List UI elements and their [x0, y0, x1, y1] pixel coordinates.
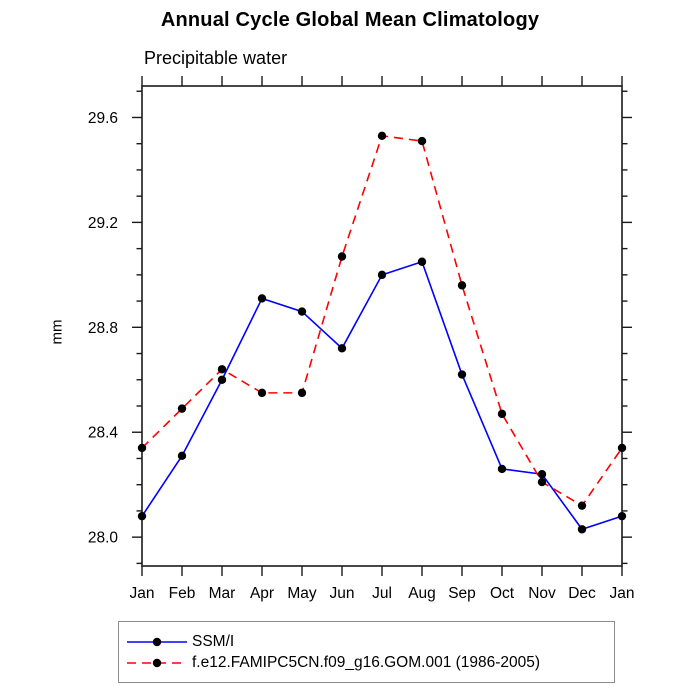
data-point-marker	[497, 464, 507, 474]
data-point-marker	[617, 511, 627, 521]
data-point-marker	[217, 375, 227, 384]
data-point-marker	[417, 136, 427, 146]
x-tick-label: Dec	[568, 585, 596, 602]
data-point-marker	[137, 511, 147, 521]
legend-entry-model: f.e12.FAMIPC5CN.f09_g16.GOM.001 (1986-20…	[126, 653, 614, 671]
legend-label-model: f.e12.FAMIPC5CN.f09_g16.GOM.001 (1986-20…	[192, 653, 541, 671]
x-tick-label: Sep	[448, 585, 476, 602]
x-tick-label: Aug	[408, 585, 436, 602]
data-point-marker	[337, 252, 347, 261]
x-tick-label: Feb	[169, 585, 196, 602]
data-point-marker	[537, 477, 547, 487]
series-line-1	[141, 134, 623, 507]
data-point-marker	[577, 525, 587, 534]
data-point-marker	[257, 388, 267, 398]
x-tick-label: Jul	[372, 585, 392, 602]
y-tick-label: 28.8	[88, 320, 118, 337]
x-tick-label: Mar	[209, 585, 236, 602]
data-point-marker	[137, 443, 147, 453]
legend-line-sample-solid	[127, 637, 187, 646]
legend-entry-ssmi: SSM/I	[126, 632, 614, 650]
data-point-marker	[377, 270, 387, 280]
legend-sample-marker-0	[152, 637, 162, 646]
chart-title: Annual Cycle Global Mean Climatology	[160, 9, 540, 31]
x-tick-label: May	[287, 585, 317, 602]
data-point-marker	[497, 409, 507, 419]
y-tick-label: 29.2	[88, 215, 118, 232]
legend-box: SSM/I f.e12.FAMIPC5CN.f09_g16.GOM.001 (1…	[118, 621, 615, 683]
x-axis-ticks	[141, 76, 623, 576]
data-point-marker	[297, 388, 307, 398]
series-model	[137, 131, 627, 510]
data-point-marker	[617, 443, 627, 453]
data-point-marker	[217, 365, 227, 374]
legend-label-ssmi: SSM/I	[192, 632, 235, 650]
data-point-marker	[177, 404, 187, 413]
data-point-marker	[577, 501, 587, 510]
y-tick-label: 29.6	[88, 110, 118, 127]
plot-frame	[141, 85, 623, 567]
x-tick-label: Apr	[250, 585, 274, 602]
data-point-marker	[537, 469, 547, 479]
data-point-marker	[377, 131, 387, 141]
y-tick-label: 28.0	[88, 530, 119, 547]
x-axis-tick-labels: Jan Feb Mar Apr May Jun Jul Aug Sep Oct Nov Dec Jan	[130, 585, 635, 602]
x-tick-label: Jun	[330, 585, 355, 602]
series-ssmi	[137, 257, 627, 534]
legend-sample-marker-1	[152, 658, 162, 667]
data-point-marker	[297, 307, 307, 316]
x-tick-label: Oct	[490, 585, 515, 602]
data-point-marker	[417, 257, 427, 266]
x-tick-label: Nov	[528, 585, 556, 602]
data-point-marker	[457, 370, 467, 379]
chart-subtitle: Precipitable water	[144, 48, 288, 68]
data-point-marker	[337, 344, 347, 353]
y-axis-tick-labels: 28.0 28.4 28.8 29.2 29.6	[88, 110, 119, 547]
series-line-0	[141, 260, 623, 531]
x-tick-label: Jan	[610, 585, 635, 602]
legend-line-sample-dashed	[127, 658, 187, 667]
y-tick-label: 28.4	[88, 425, 119, 442]
y-axis-ticks	[132, 90, 632, 565]
data-point-marker	[457, 281, 467, 290]
x-tick-label: Jan	[130, 585, 155, 602]
data-point-marker	[177, 451, 187, 461]
data-point-marker	[257, 294, 267, 303]
